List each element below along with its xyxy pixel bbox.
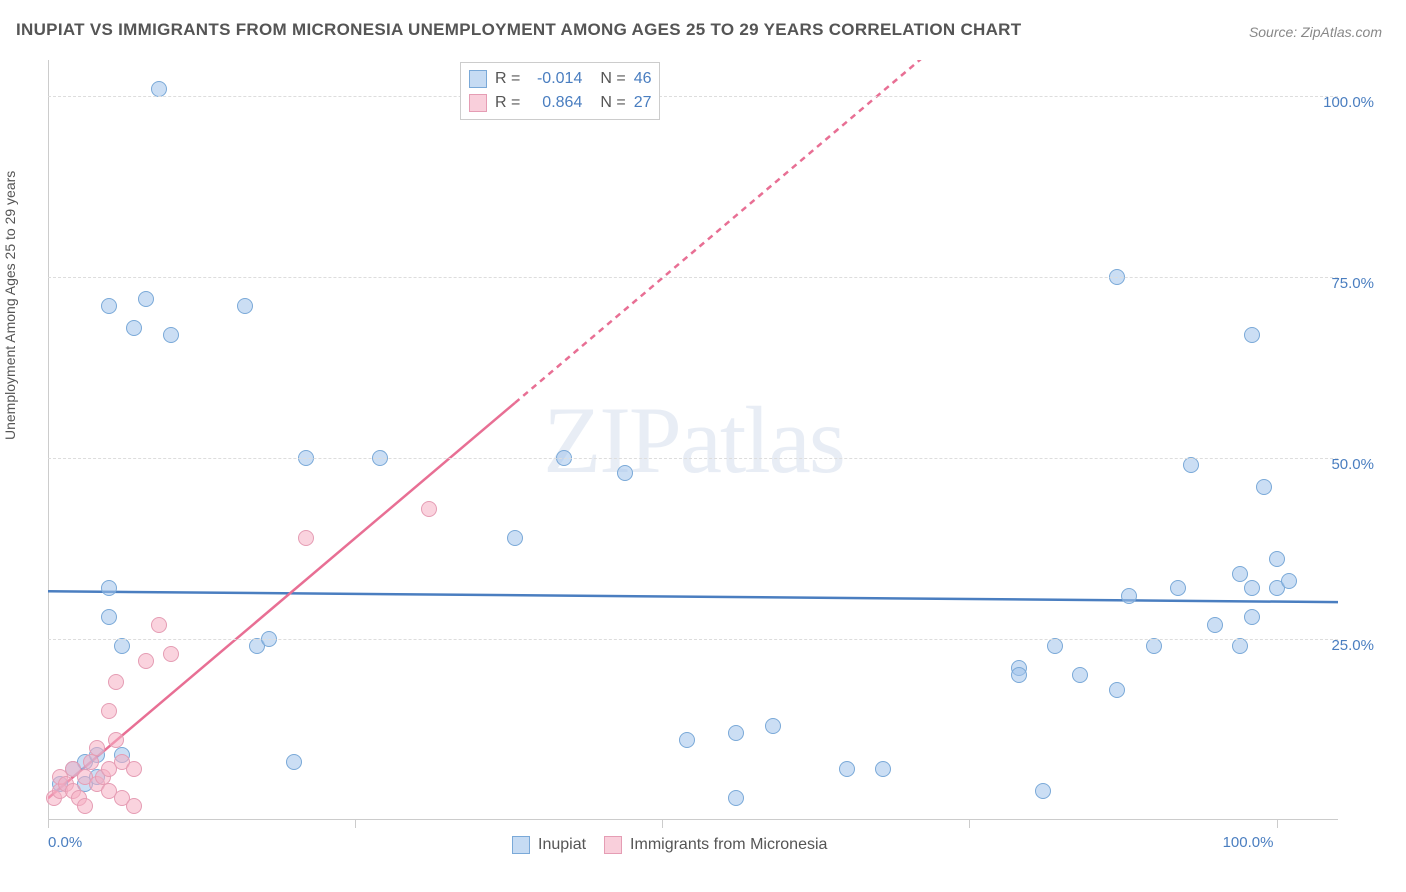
- stats-row: R = -0.014 N = 46: [469, 67, 651, 91]
- stat-r-value: -0.014: [528, 67, 582, 91]
- bottom-legend: Inupiat Immigrants from Micronesia: [512, 836, 827, 854]
- data-point: [1232, 566, 1248, 582]
- y-tick-label: 50.0%: [1331, 456, 1374, 473]
- data-point: [163, 646, 179, 662]
- data-point: [1035, 783, 1051, 799]
- x-tick-mark: [355, 820, 356, 828]
- data-point: [138, 653, 154, 669]
- data-point: [108, 674, 124, 690]
- stat-n-label: N =: [600, 91, 625, 115]
- x-tick-mark: [662, 820, 663, 828]
- y-tick-label: 75.0%: [1331, 275, 1374, 292]
- stat-n-value: 27: [634, 91, 652, 115]
- data-point: [77, 798, 93, 814]
- data-point: [1232, 638, 1248, 654]
- data-point: [1244, 327, 1260, 343]
- y-axis-label: Unemployment Among Ages 25 to 29 years: [2, 171, 18, 440]
- stats-row: R = 0.864 N = 27: [469, 91, 651, 115]
- data-point: [126, 320, 142, 336]
- gridline: [48, 458, 1338, 459]
- legend-label: Inupiat: [538, 836, 586, 854]
- legend-swatch: [469, 94, 487, 112]
- data-point: [1281, 573, 1297, 589]
- data-point: [151, 617, 167, 633]
- stats-legend: R = -0.014 N = 46 R = 0.864 N = 27: [460, 62, 660, 120]
- data-point: [875, 761, 891, 777]
- data-point: [138, 291, 154, 307]
- stat-r-label: R =: [495, 67, 520, 91]
- data-point: [679, 732, 695, 748]
- data-point: [163, 327, 179, 343]
- data-point: [617, 465, 633, 481]
- watermark: ZIPatlas: [543, 385, 844, 495]
- data-point: [1072, 667, 1088, 683]
- data-point: [108, 732, 124, 748]
- data-point: [1146, 638, 1162, 654]
- data-point: [126, 798, 142, 814]
- data-point: [101, 580, 117, 596]
- stat-r-label: R =: [495, 91, 520, 115]
- data-point: [1170, 580, 1186, 596]
- data-point: [728, 725, 744, 741]
- stat-n-label: N =: [600, 67, 625, 91]
- data-point: [1011, 667, 1027, 683]
- data-point: [1244, 609, 1260, 625]
- data-point: [1269, 551, 1285, 567]
- data-point: [839, 761, 855, 777]
- data-point: [298, 530, 314, 546]
- data-point: [83, 754, 99, 770]
- legend-item: Immigrants from Micronesia: [604, 836, 827, 854]
- data-point: [1183, 457, 1199, 473]
- data-point: [126, 761, 142, 777]
- legend-swatch: [512, 836, 530, 854]
- x-tick-label: 0.0%: [48, 834, 82, 851]
- chart-source: Source: ZipAtlas.com: [1249, 24, 1382, 40]
- data-point: [237, 298, 253, 314]
- data-point: [286, 754, 302, 770]
- data-point: [728, 790, 744, 806]
- data-point: [151, 81, 167, 97]
- legend-label: Immigrants from Micronesia: [630, 836, 827, 854]
- stat-r-value: 0.864: [528, 91, 582, 115]
- data-point: [1244, 580, 1260, 596]
- data-point: [101, 703, 117, 719]
- x-tick-mark: [48, 820, 49, 828]
- data-point: [89, 740, 105, 756]
- data-point: [1047, 638, 1063, 654]
- data-point: [507, 530, 523, 546]
- data-point: [421, 501, 437, 517]
- y-tick-label: 25.0%: [1331, 637, 1374, 654]
- data-point: [1109, 682, 1125, 698]
- chart-title: INUPIAT VS IMMIGRANTS FROM MICRONESIA UN…: [16, 20, 1021, 40]
- data-point: [765, 718, 781, 734]
- gridline: [48, 96, 1338, 97]
- x-tick-mark: [969, 820, 970, 828]
- plot-area: ZIPatlas: [48, 60, 1338, 820]
- legend-swatch: [469, 70, 487, 88]
- x-tick-label: 100.0%: [1223, 834, 1274, 851]
- data-point: [114, 638, 130, 654]
- legend-swatch: [604, 836, 622, 854]
- legend-item: Inupiat: [512, 836, 586, 854]
- y-tick-label: 100.0%: [1323, 94, 1374, 111]
- data-point: [1256, 479, 1272, 495]
- data-point: [1207, 617, 1223, 633]
- stat-n-value: 46: [634, 67, 652, 91]
- gridline: [48, 639, 1338, 640]
- data-point: [101, 609, 117, 625]
- x-tick-mark: [1277, 820, 1278, 828]
- data-point: [1121, 588, 1137, 604]
- data-point: [101, 298, 117, 314]
- gridline: [48, 277, 1338, 278]
